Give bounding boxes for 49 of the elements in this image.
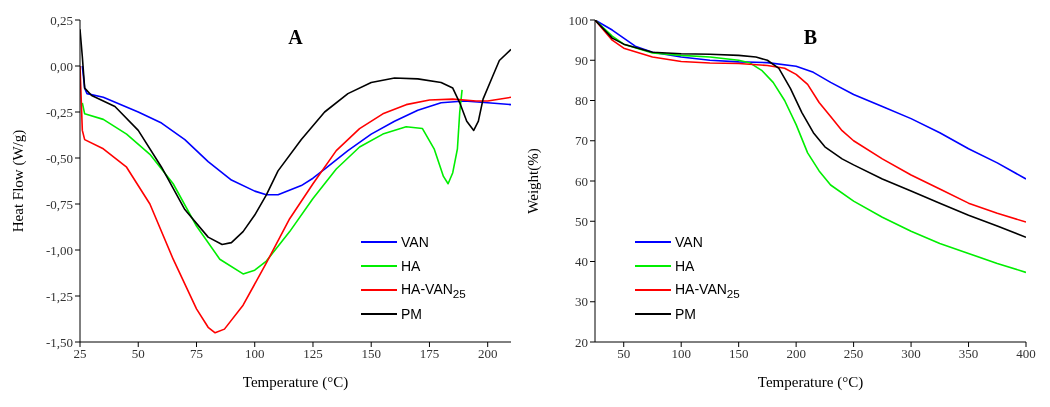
y-tick-label: 80 xyxy=(575,93,588,109)
x-tick-label: 150 xyxy=(728,346,749,362)
x-tick-label: 300 xyxy=(901,346,921,362)
y-tick-label: 20 xyxy=(575,334,588,350)
y-tick-label: 40 xyxy=(575,254,588,270)
y-tick-label: -0,25 xyxy=(45,104,73,120)
x-tick-label: 25 xyxy=(73,346,87,362)
x-tick-label: 75 xyxy=(189,346,203,362)
y-tick-label: -1,25 xyxy=(45,288,73,304)
y-tick-label: -0,75 xyxy=(45,196,73,212)
legend-label: HA-VAN$_{25}$ xyxy=(675,280,740,300)
line-series xyxy=(595,20,1026,180)
y-tick-label: 70 xyxy=(575,133,588,149)
y-tick-label: 0,00 xyxy=(50,58,73,74)
chart-title: B xyxy=(802,26,819,49)
legend-label: VAN xyxy=(401,234,429,250)
legend-label: PM xyxy=(401,306,422,322)
y-tick-label: 100 xyxy=(568,12,588,28)
chart-title: A xyxy=(287,26,304,49)
y-tick-label: 60 xyxy=(575,173,588,189)
x-tick-label: 200 xyxy=(786,346,806,362)
legend-label: HA xyxy=(401,258,421,274)
legend-label: VAN xyxy=(675,234,703,250)
x-tick-label: 350 xyxy=(958,346,979,362)
x-axis-title: Temperature (°C) xyxy=(242,373,349,391)
x-tick-label: 400 xyxy=(1016,346,1036,362)
x-tick-label: 250 xyxy=(843,346,864,362)
line-series xyxy=(81,89,463,275)
x-axis-title: Temperature (°C) xyxy=(757,373,864,391)
y-tick-label: 50 xyxy=(575,213,588,229)
x-tick-label: 200 xyxy=(477,346,498,362)
x-tick-label: 100 xyxy=(244,346,265,362)
y-tick-label: -1,50 xyxy=(45,334,73,350)
y-axis-title: Weight(%) xyxy=(525,148,543,214)
x-tick-label: 150 xyxy=(361,346,381,362)
y-tick-label: -0,50 xyxy=(45,150,73,166)
x-tick-label: 100 xyxy=(671,346,691,362)
y-tick-label: 30 xyxy=(575,294,588,310)
y-tick-label: 0,25 xyxy=(50,12,73,28)
x-tick-label: 50 xyxy=(131,346,145,362)
x-tick-label: 175 xyxy=(419,346,440,362)
y-axis-title: Heat Flow (W/g) xyxy=(10,129,28,233)
y-tick-label: 90 xyxy=(575,52,588,68)
legend-label: HA xyxy=(675,258,695,274)
x-tick-label: 125 xyxy=(303,346,323,362)
legend-label: HA-VAN$_{25}$ xyxy=(401,280,466,300)
y-tick-label: -1,00 xyxy=(45,242,73,258)
x-tick-label: 50 xyxy=(617,346,631,362)
legend-label: PM xyxy=(675,306,696,322)
